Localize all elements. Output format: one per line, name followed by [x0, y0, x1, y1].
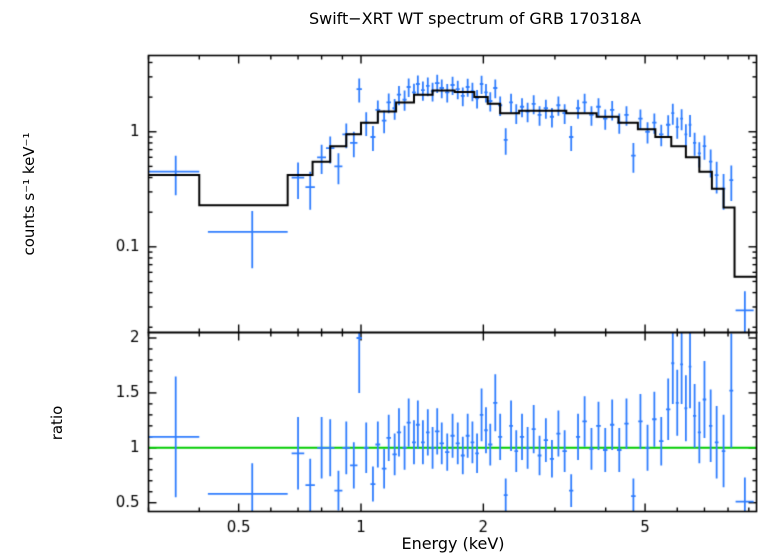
x-axis-label: Energy (keV): [401, 534, 505, 553]
y-axis-label-counts: counts s⁻¹ keV⁻¹: [20, 132, 38, 256]
chart-title: Swift−XRT WT spectrum of GRB 170318A: [308, 9, 642, 28]
y-axis-label-ratio: ratio: [48, 405, 66, 441]
